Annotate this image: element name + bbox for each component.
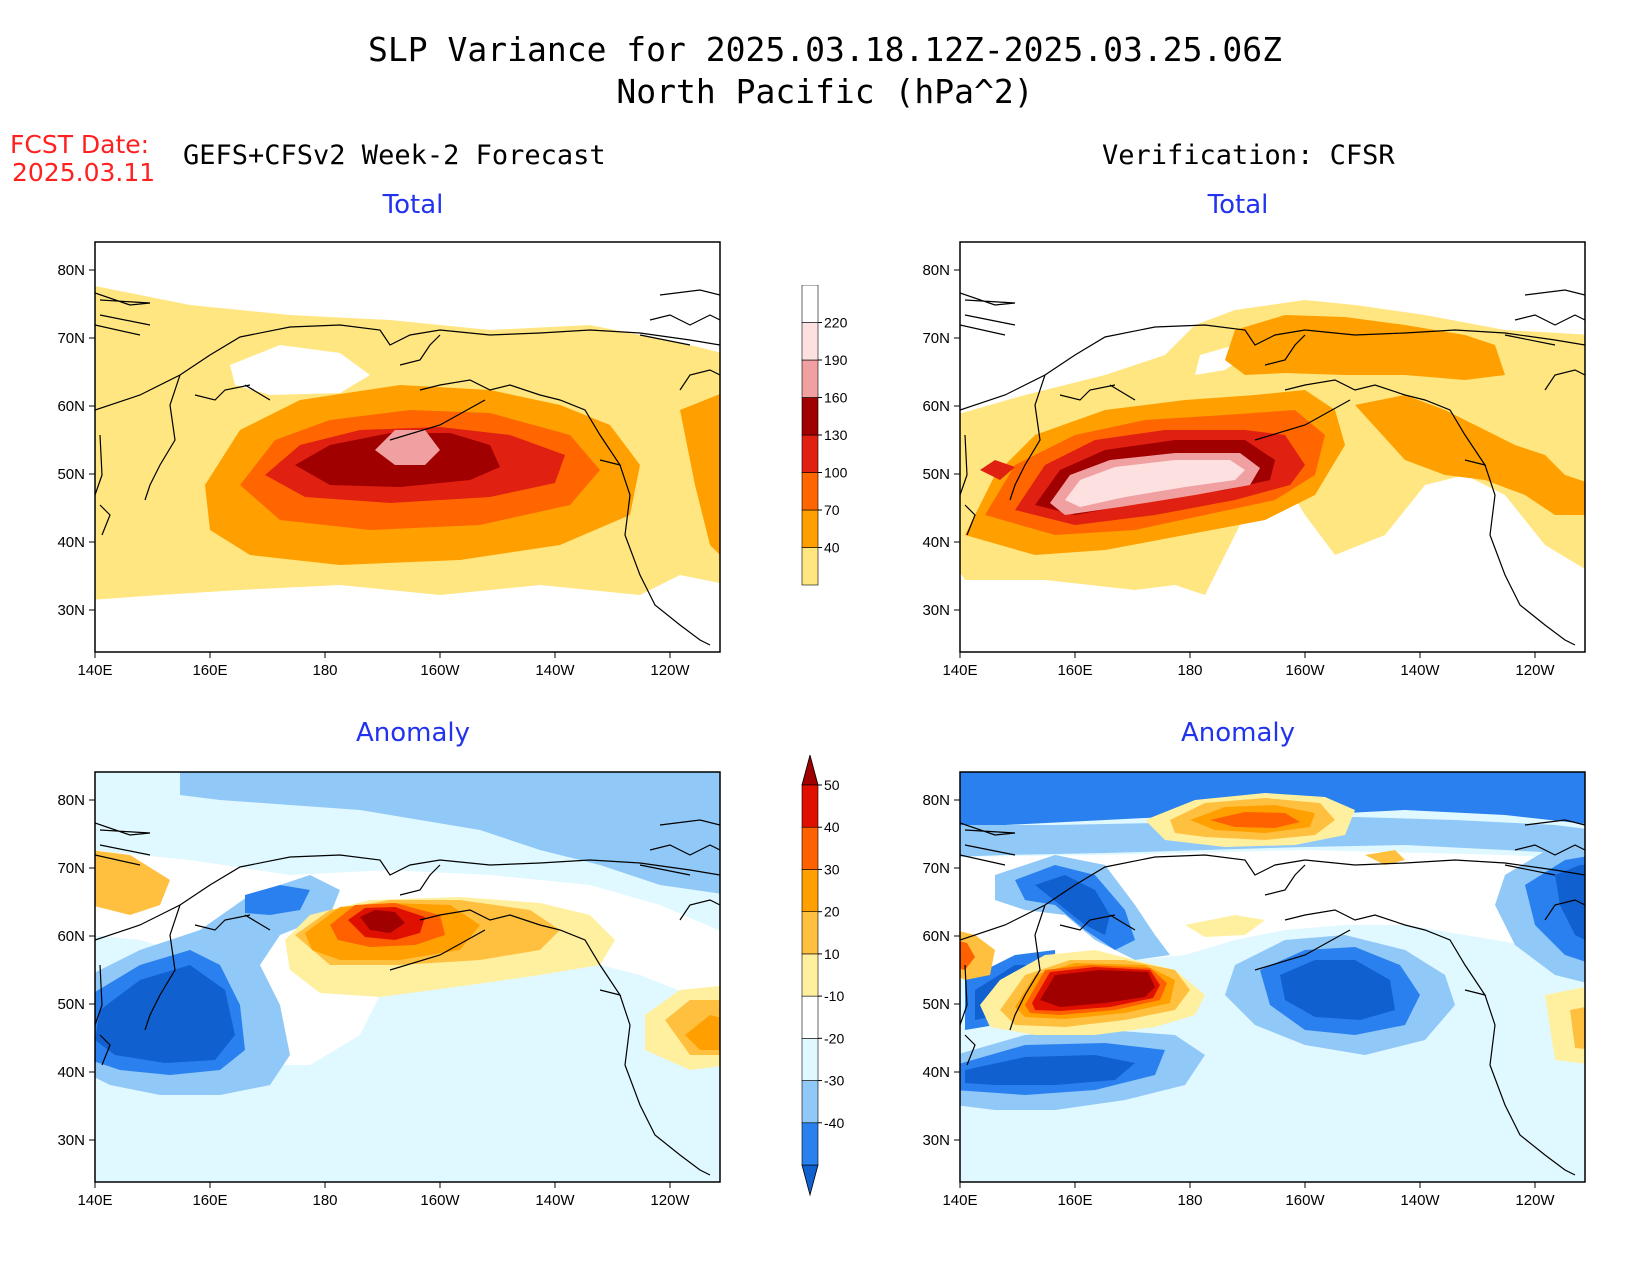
colorbar-level-label: 70	[824, 502, 840, 518]
colorbar-level-label: 40	[824, 819, 840, 835]
colorbar-level-label: 40	[824, 540, 840, 556]
anomaly-colorbar: -40-30-20-10102030405060	[801, 755, 844, 1197]
colorbar-level-label: 130	[824, 427, 848, 443]
colorbar-level-label: -40	[824, 1115, 844, 1131]
forecast-anomaly-title: Anomaly	[355, 718, 471, 748]
lon-tick-label: 140E	[77, 1192, 112, 1209]
colorbar-level-label: -10	[824, 988, 844, 1004]
lat-tick-label: 80N	[922, 262, 950, 279]
lat-tick-label: 30N	[922, 602, 950, 619]
lat-tick-label: 50N	[922, 466, 950, 483]
lat-tick-label: 60N	[922, 928, 950, 945]
lat-tick-label: 50N	[922, 996, 950, 1013]
lat-tick-label: 40N	[922, 534, 950, 551]
colorbar-swatch	[801, 826, 819, 870]
colorbar-swatch	[801, 322, 819, 361]
colorbar-level-label: 100	[824, 465, 848, 481]
lon-tick-label: 160E	[1057, 1192, 1092, 1209]
figure-subtitle: North Pacific (hPa^2)	[616, 72, 1034, 111]
lon-tick-label: 140W	[1400, 1192, 1440, 1209]
verification-total-map: 140E 160E 180 160W 140W 120W 80N 70N 60N 50N 40N 30…	[922, 241, 1586, 679]
lat-tick-label: 70N	[57, 330, 85, 347]
lon-tick-label: 140W	[535, 662, 575, 679]
forecast-total-map: 140E 160E 180 160W 140W 120W 80N 70N 60N 50N 40N 30…	[57, 241, 721, 679]
colorbar-swatch	[801, 472, 819, 511]
colorbar-level-label: 160	[824, 390, 848, 406]
lon-tick-label: 140W	[1400, 662, 1440, 679]
lat-tick-label: 30N	[57, 1132, 85, 1149]
verification-column-title: Verification: CFSR	[1102, 140, 1395, 171]
lat-tick-label: 50N	[57, 466, 85, 483]
colorbar-min-triangle	[801, 1164, 819, 1197]
colorbar-level-label: 20	[824, 904, 840, 920]
fcst-date-label: FCST Date:	[10, 130, 150, 159]
lat-tick-label: 80N	[57, 792, 85, 809]
lon-tick-label: 140W	[535, 1192, 575, 1209]
lat-tick-label: 50N	[57, 996, 85, 1013]
lat-tick-label: 60N	[57, 928, 85, 945]
lat-tick-label: 60N	[922, 398, 950, 415]
lon-tick-label: 160W	[1285, 1192, 1325, 1209]
verification-anomaly-map: 140E 160E 180 160W 140W 120W 80N 70N 60N 50N 40N 30…	[922, 771, 1586, 1209]
colorbar-swatch	[801, 911, 819, 955]
colorbar-swatch	[801, 547, 819, 586]
lon-tick-label: 120W	[1515, 1192, 1555, 1209]
lat-tick-label: 80N	[57, 262, 85, 279]
lon-tick-label: 140E	[942, 662, 977, 679]
lat-tick-label: 70N	[922, 860, 950, 877]
colorbar-swatch	[801, 869, 819, 912]
lon-tick-label: 120W	[1515, 662, 1555, 679]
forecast-anomaly-map: 140E 160E 180 160W 140W 120W 80N 70N 60N 50N 40N 30…	[57, 771, 721, 1209]
verification-anomaly-title: Anomaly	[1180, 718, 1296, 748]
colorbar-level-label: 190	[824, 352, 848, 368]
lon-tick-label: 140E	[77, 662, 112, 679]
colorbar-swatch	[801, 1122, 819, 1166]
lon-tick-label: 140E	[942, 1192, 977, 1209]
lon-tick-label: 180	[312, 1192, 337, 1209]
colorbar-level-label: 30	[824, 861, 840, 877]
colorbar-swatch	[801, 784, 819, 828]
colorbar-level-label: 220	[824, 315, 848, 331]
colorbar-max-triangle	[801, 755, 819, 786]
colorbar-level-label: 50	[824, 777, 840, 793]
colorbar-level-label: -20	[824, 1030, 844, 1046]
lon-tick-label: 160W	[420, 1192, 460, 1209]
forecast-total-title: Total	[382, 190, 444, 220]
lat-tick-label: 60N	[57, 398, 85, 415]
colorbar-swatch	[801, 434, 819, 473]
lon-tick-label: 160E	[1057, 662, 1092, 679]
colorbar-swatch	[801, 509, 819, 548]
colorbar-swatch	[801, 995, 819, 1039]
verification-total-title: Total	[1207, 190, 1269, 220]
colorbar-swatch	[801, 285, 819, 323]
lon-tick-label: 180	[1177, 662, 1202, 679]
colorbar-swatch	[801, 1038, 819, 1081]
colorbar-swatch	[801, 1080, 819, 1124]
lon-tick-label: 180	[312, 662, 337, 679]
colorbar-level-label: -30	[824, 1073, 844, 1089]
lon-tick-label: 160E	[192, 1192, 227, 1209]
colorbar-level-label: 10	[824, 946, 840, 962]
lon-tick-label: 160W	[420, 662, 460, 679]
lon-tick-label: 180	[1177, 1192, 1202, 1209]
forecast-column-title: GEFS+CFSv2 Week-2 Forecast	[183, 140, 606, 171]
lat-tick-label: 40N	[57, 1064, 85, 1081]
lat-tick-label: 80N	[922, 792, 950, 809]
lon-tick-label: 120W	[650, 662, 690, 679]
lat-tick-label: 40N	[922, 1064, 950, 1081]
lat-tick-label: 30N	[922, 1132, 950, 1149]
colorbar-swatch	[801, 397, 819, 436]
colorbar-swatch	[801, 953, 819, 997]
fcst-date-value: 2025.03.11	[12, 158, 156, 187]
lat-tick-label: 40N	[57, 534, 85, 551]
lon-tick-label: 120W	[650, 1192, 690, 1209]
lat-tick-label: 70N	[57, 860, 85, 877]
figure-title: SLP Variance for 2025.03.18.12Z-2025.03.…	[368, 30, 1282, 69]
lon-tick-label: 160W	[1285, 662, 1325, 679]
total-colorbar: 40 70 100 130 160 190 220	[801, 285, 848, 586]
lon-tick-label: 160E	[192, 662, 227, 679]
lat-tick-label: 70N	[922, 330, 950, 347]
lat-tick-label: 30N	[57, 602, 85, 619]
colorbar-swatch	[801, 359, 819, 398]
